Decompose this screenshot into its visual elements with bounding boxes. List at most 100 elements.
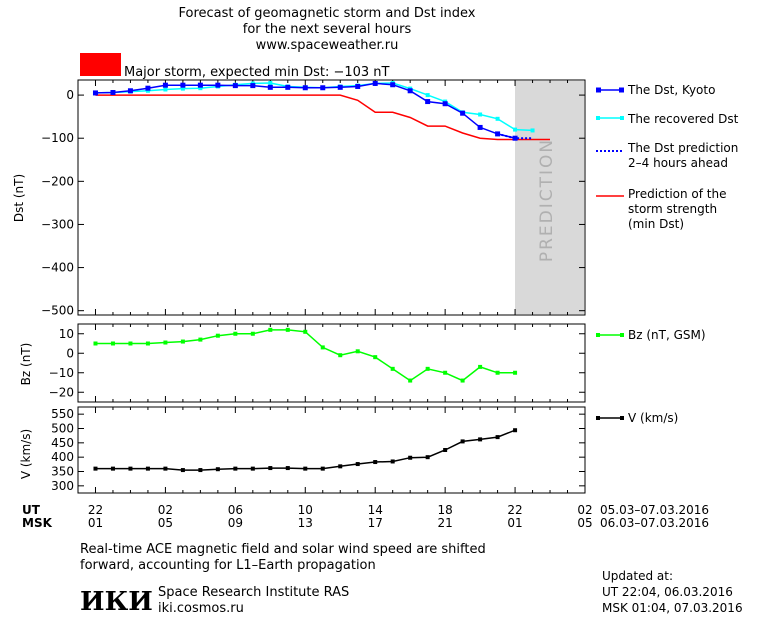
bz-point: [163, 340, 168, 345]
dst-kyoto-point: [477, 124, 483, 130]
y-tick-label: −10: [49, 366, 74, 380]
recovered-point: [145, 88, 150, 93]
msk-tick-label: 05: [158, 516, 173, 530]
y-tick-label: 450: [51, 436, 74, 450]
y-tick-label: 0: [66, 346, 74, 360]
ut-range: 05.03–07.03.2016: [600, 503, 709, 517]
updated-ut: UT 22:04, 06.03.2016: [602, 585, 733, 599]
bz-point: [93, 341, 98, 346]
dst-panel-frame: [77, 79, 586, 316]
bz-point: [110, 341, 115, 346]
dst-panel-border: [77, 79, 586, 316]
dst-kyoto-point: [302, 85, 308, 91]
v-point: [373, 460, 378, 465]
v-axis-label: V (km/s): [19, 429, 33, 479]
bz-line: [95, 329, 516, 382]
dst-kyoto-line: [95, 82, 516, 139]
dst-kyoto-point: [145, 85, 151, 91]
dst-kyoto-point: [180, 82, 186, 88]
dst-kyoto-point: [390, 82, 396, 88]
recovered-point: [495, 116, 500, 121]
legend-recovered: The recovered Dst: [627, 112, 739, 126]
v-point: [390, 459, 395, 464]
bz-point: [250, 331, 255, 336]
v-line: [95, 429, 516, 471]
dst-kyoto-point: [320, 85, 326, 91]
bz-point: [460, 378, 465, 383]
y-tick-label: 300: [51, 479, 74, 493]
bz-point: [355, 349, 360, 354]
dst-kyoto-point: [162, 82, 168, 88]
v-point: [338, 464, 343, 469]
bz-point: [513, 370, 518, 375]
legend-strength-1: Prediction of the: [628, 187, 727, 201]
bz-point: [408, 378, 413, 383]
bz-point: [285, 327, 290, 332]
y-tick-label: −200: [41, 174, 74, 188]
bz-axis-label: Bz (nT): [19, 343, 33, 386]
recovered-point: [198, 86, 203, 91]
dst-kyoto-point: [495, 131, 501, 137]
dst-axis-label: Dst (nT): [12, 174, 26, 222]
msk-tick-label: 13: [298, 516, 313, 530]
chart-title-line1: Forecast of geomagnetic storm and Dst in…: [178, 6, 475, 21]
dst-kyoto-point: [215, 82, 221, 88]
v-point: [303, 466, 308, 471]
institute-site: iki.cosmos.ru: [158, 601, 244, 616]
y-tick-label: 0: [66, 88, 74, 102]
msk-tick-label: 09: [228, 516, 243, 530]
updated-msk: MSK 01:04, 07.03.2016: [602, 601, 743, 615]
bz-point: [215, 333, 220, 338]
chart-title-line2: for the next several hours: [243, 22, 412, 37]
v-point: [198, 468, 203, 473]
v-point: [495, 435, 500, 440]
v-point: [163, 466, 168, 471]
legend-bz: Bz (nT, GSM): [628, 328, 706, 342]
legend-strength-2: storm strength: [628, 202, 717, 216]
dst-kyoto-point: [425, 99, 431, 105]
prediction-label: PREDICTION: [537, 138, 557, 262]
v-point: [180, 468, 185, 473]
bz-point: [478, 364, 483, 369]
y-tick-label: 400: [51, 450, 74, 464]
recovered-point: [530, 128, 535, 133]
v-point: [478, 437, 483, 442]
bz-point: [443, 370, 448, 375]
dst-kyoto-point: [337, 84, 343, 90]
ut-tick-label: 22: [88, 503, 103, 517]
y-tick-label: −20: [49, 385, 74, 399]
bz-point: [128, 341, 133, 346]
msk-tick-label: 17: [368, 516, 383, 530]
ut-tick-label: 02: [577, 503, 592, 517]
bz-point: [268, 327, 273, 332]
msk-tick-label: 01: [507, 516, 522, 530]
dst-kyoto-point: [407, 88, 413, 94]
ut-label: UT: [22, 503, 41, 517]
legend-v: V (km/s): [628, 411, 678, 425]
bz-point: [198, 337, 203, 342]
v-point: [233, 466, 238, 471]
ut-tick-label: 10: [298, 503, 313, 517]
v-point: [110, 466, 115, 471]
recovered-point: [163, 87, 168, 92]
y-tick-label: −100: [41, 131, 74, 145]
updated-label: Updated at:: [602, 569, 673, 583]
v-point: [215, 467, 220, 472]
ut-tick-label: 06: [228, 503, 243, 517]
bz-point: [145, 341, 150, 346]
legend: The Dst, Kyoto The recovered Dst The Dst…: [596, 83, 739, 425]
recovered-point: [268, 81, 273, 86]
y-tick-label: −400: [41, 261, 74, 275]
dst-kyoto-point: [442, 101, 448, 107]
v-point: [425, 455, 430, 460]
ut-tick-label: 14: [368, 503, 383, 517]
ut-tick-label: 02: [158, 503, 173, 517]
dst-kyoto-point: [460, 110, 466, 116]
y-tick-label: 550: [51, 407, 74, 421]
v-point: [93, 466, 98, 471]
storm-text: Major storm, expected min Dst: −103 nT: [124, 65, 390, 80]
v-point: [355, 462, 360, 467]
dst-kyoto-point: [372, 80, 378, 86]
dst-kyoto-point: [92, 90, 98, 96]
dst-kyoto-point: [285, 84, 291, 90]
